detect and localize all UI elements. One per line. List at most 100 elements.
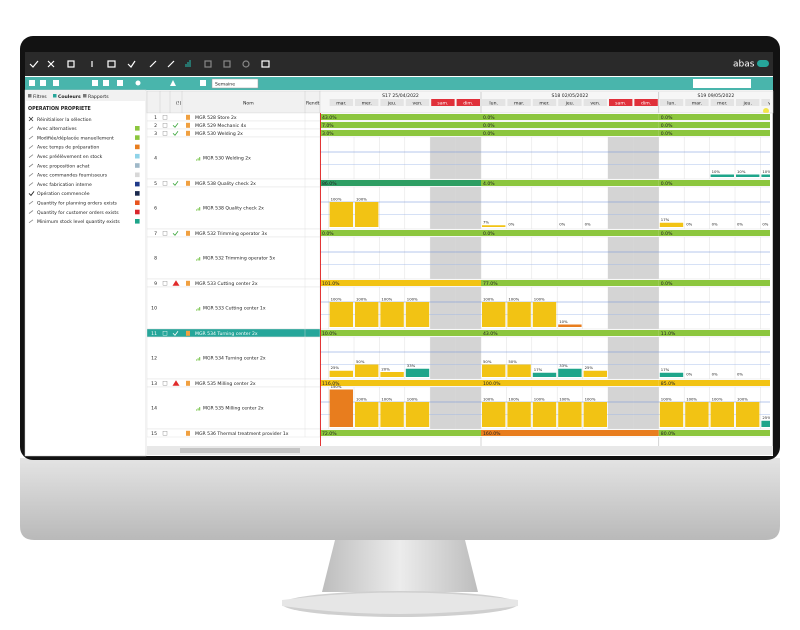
load-block[interactable] [406, 369, 429, 377]
resource-name[interactable]: MGR 534 Turning center 2x [203, 356, 266, 362]
load-block[interactable] [507, 365, 530, 378]
load-block[interactable] [558, 369, 581, 377]
tool-icon[interactable] [117, 80, 123, 86]
legend-swatch[interactable] [135, 135, 140, 140]
legend-label[interactable]: Avec proposition achat [37, 163, 90, 169]
load-block[interactable] [660, 223, 683, 227]
tool-icon[interactable] [200, 80, 206, 86]
tab-icon[interactable] [53, 94, 57, 98]
load-block[interactable] [558, 325, 581, 328]
column-header[interactable]: Rendt [306, 101, 320, 107]
load-summary-bar[interactable] [481, 130, 659, 136]
resource-name[interactable]: MGR 538 Quality check 2x [195, 181, 256, 187]
legend-swatch[interactable] [135, 145, 140, 150]
load-block[interactable] [584, 371, 607, 377]
load-block[interactable] [355, 365, 378, 378]
resource-name[interactable]: MGR 532 Trimming operator 5x [203, 256, 275, 262]
legend-label[interactable]: Modifiée/déplacée manuellement [37, 134, 114, 141]
tool-icon[interactable] [40, 80, 46, 86]
legend-swatch[interactable] [135, 154, 140, 159]
load-summary-bar[interactable] [481, 380, 659, 386]
load-block[interactable] [558, 402, 581, 427]
resource-name[interactable]: MGR 538 Quality check 2x [203, 206, 264, 212]
load-block[interactable] [584, 402, 607, 427]
tab[interactable]: Couleurs [58, 94, 81, 100]
resource-name[interactable]: MGR 532 Trimming operator 3x [195, 231, 267, 237]
load-block[interactable] [355, 402, 378, 427]
legend-label[interactable]: Quantity for customer orders exists [37, 210, 119, 216]
load-block[interactable] [482, 302, 505, 327]
load-block[interactable] [507, 402, 530, 427]
legend-label[interactable]: Quantity for planning orders exists [37, 201, 118, 207]
search-box[interactable] [693, 79, 751, 88]
load-summary-bar[interactable] [481, 180, 659, 186]
scrollbar-thumb[interactable] [180, 448, 300, 453]
load-summary-bar[interactable] [481, 330, 659, 336]
load-block[interactable] [482, 402, 505, 427]
legend-swatch[interactable] [135, 126, 140, 131]
load-block[interactable] [533, 402, 556, 427]
tab[interactable]: Filtres [33, 94, 47, 100]
legend-swatch[interactable] [135, 173, 140, 178]
load-block[interactable] [533, 373, 556, 377]
load-block[interactable] [380, 402, 403, 427]
load-block[interactable] [660, 373, 683, 377]
legend-label[interactable]: Réinitialiser la sélection [37, 116, 92, 123]
resource-name[interactable]: MGR 536 Thermal treatment provider 1x [195, 431, 289, 437]
tool-icon[interactable] [92, 80, 98, 86]
load-block[interactable] [533, 302, 556, 327]
load-summary-bar[interactable] [481, 230, 659, 236]
load-block[interactable] [355, 302, 378, 327]
tool-icon[interactable] [136, 81, 141, 86]
legend-label[interactable]: Avec fabrication interne [37, 182, 92, 188]
tool-icon[interactable] [103, 80, 109, 86]
legend-swatch[interactable] [135, 219, 140, 224]
load-block[interactable] [380, 302, 403, 327]
load-block[interactable] [736, 402, 759, 427]
load-block[interactable] [330, 390, 353, 428]
legend-swatch[interactable] [135, 200, 140, 205]
legend-swatch[interactable] [135, 163, 140, 168]
resource-name[interactable]: MGR 530 Welding 2x [195, 131, 243, 137]
tool-icon[interactable] [29, 80, 35, 86]
legend-label[interactable]: Avec temps de préparation [37, 144, 99, 151]
load-block[interactable] [711, 175, 734, 178]
load-block[interactable] [330, 202, 353, 227]
resource-name[interactable]: MGR 529 Mechanic 4x [195, 123, 247, 129]
load-block[interactable] [406, 302, 429, 327]
load-summary-bar[interactable] [481, 280, 659, 286]
resource-name[interactable]: MGR 535 Milling center 2x [195, 381, 256, 387]
resource-name[interactable]: MGR 535 Milling center 2x [203, 406, 264, 412]
column-header[interactable]: (!) [176, 101, 182, 107]
resource-name[interactable]: MGR 528 Store 2x [195, 115, 237, 121]
legend-swatch[interactable] [135, 182, 140, 187]
column-header[interactable]: Nom [243, 101, 254, 107]
legend-label[interactable]: Minimum stock level quantity exists [37, 219, 120, 225]
legend-label[interactable]: Avec commandes fournisseurs [37, 173, 108, 179]
load-block[interactable] [736, 175, 759, 178]
resource-name[interactable]: MGR 530 Welding 2x [203, 156, 251, 162]
load-block[interactable] [355, 202, 378, 227]
load-block[interactable] [482, 365, 505, 378]
tool-icon[interactable] [53, 80, 59, 86]
load-summary-bar[interactable] [481, 114, 659, 120]
resource-name[interactable]: MGR 534 Turning center 2x [195, 331, 258, 337]
load-block[interactable] [507, 302, 530, 327]
tab-icon[interactable] [28, 94, 32, 98]
legend-label[interactable]: Opération commencée [37, 190, 90, 197]
load-summary-bar[interactable] [481, 430, 659, 436]
resource-name[interactable]: MGR 533 Cutting center 1x [203, 306, 266, 312]
resource-name[interactable]: MGR 533 Cutting center 2x [195, 281, 258, 287]
load-summary-bar[interactable] [481, 122, 659, 128]
tab-icon[interactable] [83, 94, 87, 98]
load-block[interactable] [330, 302, 353, 327]
legend-label[interactable]: Avec alternatives [37, 126, 77, 132]
legend-swatch[interactable] [135, 210, 140, 215]
load-block[interactable] [330, 371, 353, 377]
load-block[interactable] [406, 402, 429, 427]
load-block[interactable] [660, 402, 683, 427]
legend-swatch[interactable] [135, 191, 140, 196]
legend-label[interactable]: Avec préélèvement en stock [37, 153, 103, 160]
tab[interactable]: Rapports [88, 94, 109, 100]
load-block[interactable] [380, 372, 403, 377]
